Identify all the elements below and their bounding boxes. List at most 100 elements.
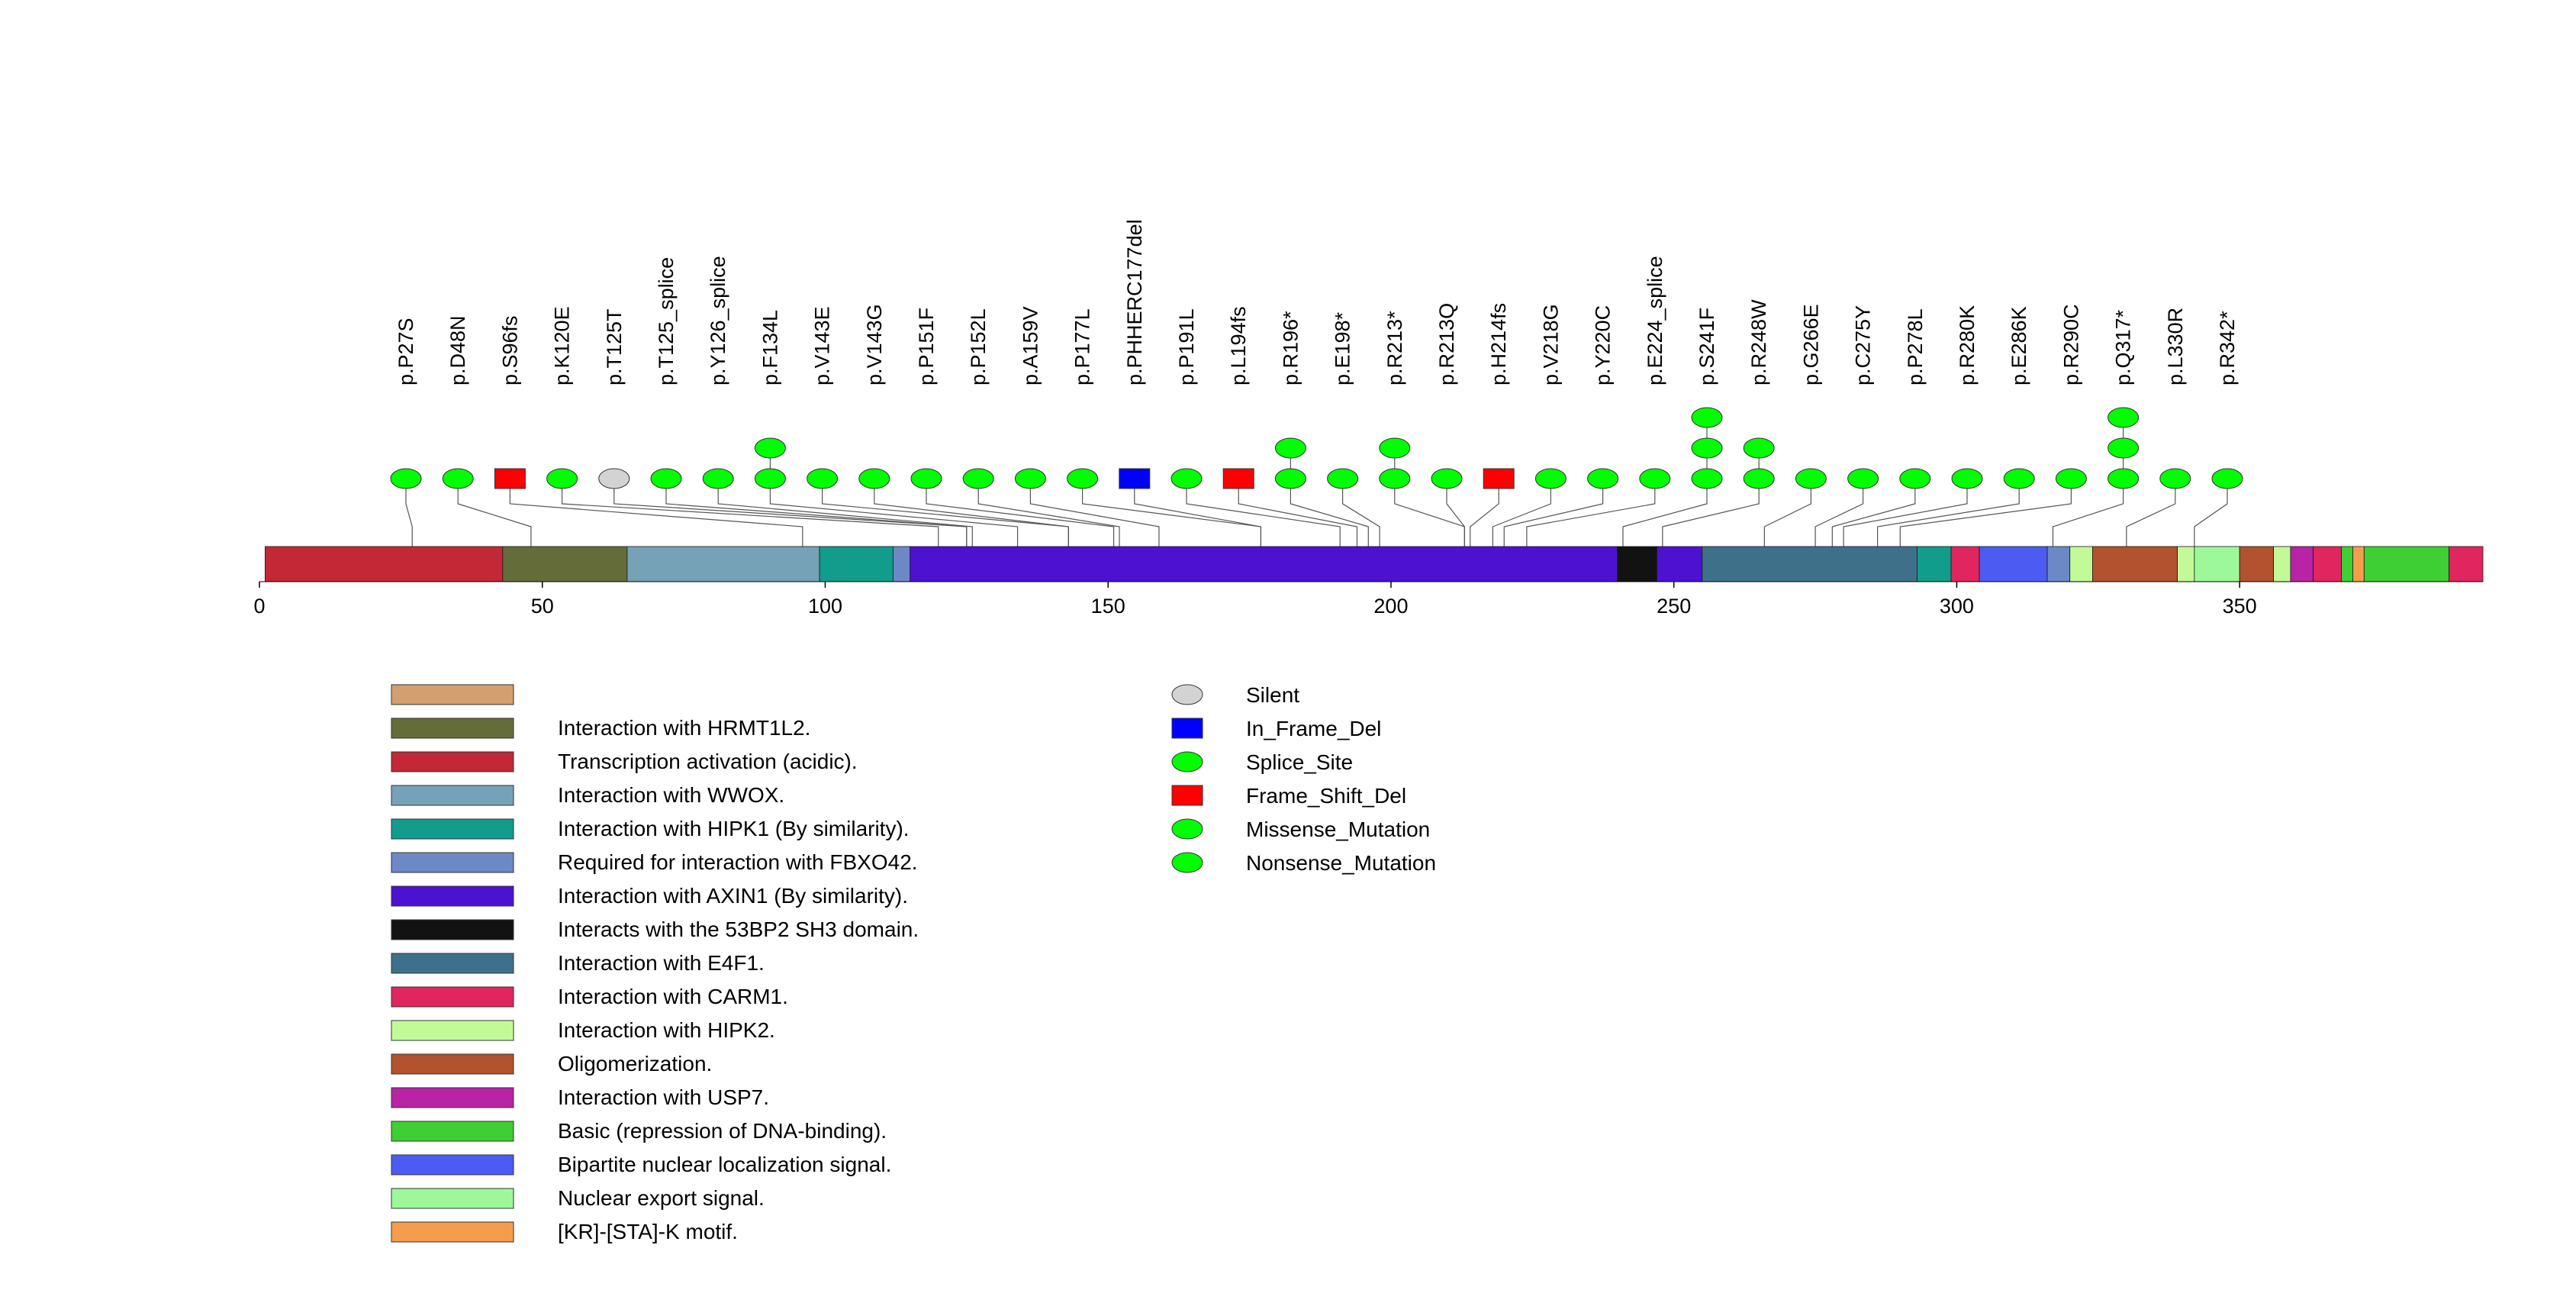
tick-label: 200 [1373,595,1408,618]
position-axis: 0 50 100 150 200 250 300 350 [253,581,2483,618]
domain-segment-23 [2363,546,2449,582]
domain-legend-label: Interaction with HIPK2. [558,1018,775,1042]
domain-legend-swatch [391,1053,514,1075]
domain-legend-label: Interaction with USP7. [558,1085,769,1109]
mutation-labels: p.P27S p.D48N p.S96fs p.K120E p.T125T p.T125_… [394,219,2239,385]
domain-legend-swatch [391,1188,514,1209]
mutation-legend-symbol [1171,684,1203,705]
domain-legend-label: Interaction with E4F1. [558,951,765,975]
mutation-marker [807,468,839,489]
mutation-label: p.PHHERC177del [1123,219,1146,385]
domain-segment-3 [819,546,894,582]
tick-label: 100 [808,595,842,618]
tick-label: 300 [1940,595,1974,618]
domain-legend-swatch [391,1087,514,1108]
domain-legend-swatch [391,1154,514,1176]
mutation-marker [1483,468,1515,489]
domain-segment-16 [2194,546,2240,582]
domain-legend-label: Required for interaction with FBXO42. [558,850,918,874]
mutation-marker [1379,437,1411,459]
mutation-marker [1431,468,1463,489]
protein-backbone [265,546,2484,582]
domain-segment-7 [1657,546,1703,582]
mutation-marker [442,468,474,489]
domain-segment-10 [1950,546,1980,582]
domain-legend-label: Interaction with CARM1. [558,985,788,1008]
mutation-label: p.T125_splice [655,257,678,385]
domain-segment-24 [2449,546,2484,582]
mutation-marker [494,468,526,489]
mutation-label: p.A159V [1019,306,1042,385]
mutation-marker [1951,468,1983,489]
mutation-label: p.R248W [1747,299,1770,385]
mutation-label: p.Y126_splice [707,256,729,385]
mutation-label: p.S96fs [498,315,521,385]
mutation-label: p.R213* [1383,311,1406,385]
mutation-marker [910,468,942,489]
domain-segment-8 [1702,546,1918,582]
tick-label: 0 [253,595,265,618]
domain-legend-label: Nuclear export signal. [558,1186,765,1210]
domain-segment-21 [2341,546,2353,582]
mutation-label: p.E198* [1331,311,1354,385]
domain-legend-label: Interacts with the 53BP2 SH3 domain. [558,918,919,941]
mutation-legend-symbol [1171,852,1203,873]
mutation-marker [1795,468,1827,489]
mutation-marker [2107,437,2140,459]
mutation-marker [2159,468,2191,489]
domain-legend-swatch [391,919,514,940]
domain-segment-2 [626,546,820,582]
domain-segment-12 [2046,546,2071,582]
domain-legend-swatch [391,1020,514,1041]
mutation-marker [754,437,786,459]
mutation-marker [1691,407,1723,428]
mutation-legend-symbol [1171,751,1203,772]
mutation-label: p.P151F [915,308,938,385]
mutation-legend-label: Frame_Shift_Del [1246,784,1406,808]
mutation-label: p.S241F [1695,308,1718,385]
mutation-marker [1587,468,1619,489]
domain-legend-swatch [391,1121,514,1142]
mutation-label: p.R213Q [1435,303,1458,385]
mutation-label: p.E286K [2008,306,2030,385]
domain-segment-1 [502,546,628,582]
mutation-legend-symbol [1171,785,1203,806]
mutation-marker [1222,468,1254,489]
mutation-label: p.F134L [758,310,781,385]
mutation-marker [858,468,890,489]
mutation-label: p.R196* [1279,311,1302,385]
mutation-marker [1534,468,1567,489]
domain-legend: Interaction with HRMT1L2. Transcription a… [391,684,919,1243]
mutation-marker [2055,468,2087,489]
domain-segment-4 [893,546,911,582]
domain-legend-swatch [391,684,514,705]
mutation-label: p.Q317* [2112,309,2135,385]
mutation-marker [1014,468,1046,489]
mutation-legend-label: Missense_Mutation [1246,818,1430,841]
domain-segment-14 [2091,546,2178,582]
mutation-label: p.P278L [1904,308,1927,385]
domain-legend-label: Basic (repression of DNA-binding). [558,1119,887,1143]
domain-legend-swatch [391,1221,514,1243]
mutation-marker [1274,468,1306,489]
tick-label: 50 [531,595,554,618]
domain-segment-17 [2239,546,2275,582]
mutation-marker [1743,437,1775,459]
mutation-label: p.R280K [1956,305,1979,385]
mutation-marker [1327,468,1359,489]
domain-segment-11 [1979,546,2048,582]
mutation-label: p.D48N [446,315,469,385]
mutation-label: p.R290C [2059,304,2082,385]
mutation-marker [598,468,630,489]
domain-legend-swatch [391,986,514,1008]
mutation-label: p.C275Y [1852,305,1875,385]
mutation-marker [1847,468,1879,489]
mutation-label: p.P177L [1071,308,1094,385]
mutation-legend-label: Splice_Site [1246,750,1353,774]
mutation-marker [2211,468,2243,489]
mutation-marker [754,468,786,489]
mutation-label: p.G266E [1799,304,1822,385]
tick-label: 350 [2223,595,2257,618]
domain-legend-label: Interaction with WWOX. [558,783,784,807]
domain-legend-label: Bipartite nuclear localization signal. [558,1153,891,1176]
